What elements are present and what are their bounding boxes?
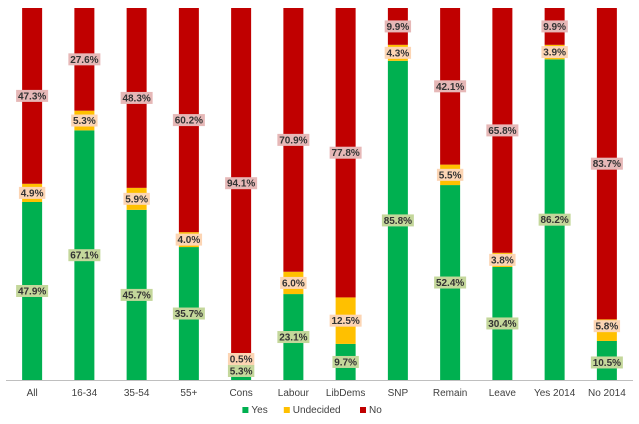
x-tick-label-5: Labour [278,388,310,399]
bars-layer [22,8,617,380]
data-label-undecided-8: 5.5% [439,170,462,181]
data-label-undecided-6: 12.5% [331,316,359,327]
data-label-no-2: 48.3% [122,93,150,104]
data-label-bg-undecided-5 [280,276,307,289]
x-tick-label-6: LibDems [326,388,365,399]
data-label-yes-3: 35.7% [175,309,203,320]
data-label-bg-yes-6 [332,355,359,368]
data-label-bg-undecided-7 [384,46,412,59]
data-label-undecided-0: 4.9% [21,188,44,199]
data-label-bg-no-5 [277,133,310,146]
data-label-no-3: 60.2% [175,116,203,127]
x-tick-label-10: Yes 2014 [534,388,576,399]
data-label-yes-10: 86.2% [540,215,568,226]
data-label-no-1: 27.6% [70,55,98,66]
data-label-bg-no-9 [486,124,519,137]
data-label-bg-yes-4 [227,365,255,377]
data-label-undecided-5: 6.0% [282,278,305,289]
x-tick-label-11: No 2014 [588,388,626,399]
legend-label-no: No [369,405,382,416]
data-label-bg-yes-5 [277,331,310,344]
legend-swatch-no [360,407,366,413]
data-label-bg-no-11 [590,157,623,170]
data-label-yes-8: 52.4% [436,278,464,289]
data-label-undecided-3: 4.0% [177,235,200,246]
data-label-undecided-1: 5.3% [73,116,96,127]
x-tick-label-2: 35-54 [124,388,150,399]
data-label-bg-yes-3 [172,307,205,320]
x-tick-label-7: SNP [388,388,409,399]
data-label-bg-yes-11 [590,356,623,369]
data-label-bg-yes-7 [381,214,414,227]
data-label-bg-undecided-11 [593,320,621,333]
data-label-no-0: 47.3% [18,91,46,102]
data-label-bg-undecided-8 [436,168,464,181]
data-label-bg-yes-9 [486,317,519,330]
data-label-yes-0: 47.9% [18,286,46,297]
data-label-undecided-11: 5.8% [595,322,618,333]
data-label-yes-6: 9.7% [334,357,357,368]
data-label-yes-11: 10.5% [593,358,621,369]
data-label-bg-undecided-2 [123,192,150,205]
x-tick-label-9: Leave [489,388,517,399]
x-axis-ticks: All 16-34 35-54 55+ Cons Labour LibDems SNP Rema… [27,388,627,399]
data-label-no-6: 77.8% [331,148,359,159]
x-tick-label-0: All [27,388,38,399]
data-label-yes-5: 23.1% [279,333,307,344]
data-label-bg-undecided-3 [175,233,203,246]
x-tick-label-4: Cons [229,388,252,399]
data-label-bg-yes-8 [434,276,467,289]
data-label-bg-no-3 [172,114,205,127]
data-label-bg-yes-2 [120,288,153,301]
data-label-no-8: 42.1% [436,82,464,93]
data-label-bg-no-7 [384,20,412,33]
data-label-bg-undecided-4 [227,353,255,365]
data-label-undecided-2: 5.9% [125,194,148,205]
data-label-no-7: 9.9% [386,22,409,33]
data-label-bg-undecided-1 [71,114,98,127]
legend: Yes Undecided No [242,405,382,416]
legend-label-undecided: Undecided [293,405,341,416]
data-label-yes-7: 85.8% [384,216,412,227]
x-tick-label-3: 55+ [180,388,197,399]
data-label-bg-undecided-10 [541,46,568,59]
data-label-bg-undecided-9 [489,253,516,266]
legend-swatch-undecided [283,407,290,413]
data-label-bg-no-4 [225,177,258,190]
data-label-no-11: 83.7% [593,159,621,170]
data-label-yes-9: 30.4% [488,319,516,330]
legend-swatch-yes [242,407,249,413]
data-label-bg-no-2 [120,91,153,104]
data-label-bg-no-8 [434,80,467,93]
data-label-yes-4: 5.3% [230,367,253,378]
data-label-bg-yes-10 [538,213,571,226]
data-label-no-9: 65.8% [488,126,516,137]
data-label-bg-yes-0 [16,284,49,297]
data-label-no-4: 94.1% [227,179,255,190]
data-label-undecided-9: 3.8% [491,255,514,266]
data-label-bg-no-10 [541,20,568,33]
data-label-yes-1: 67.1% [70,251,98,262]
data-label-undecided-4: 0.5% [230,355,253,366]
data-label-no-10: 9.9% [543,22,566,33]
data-label-bg-no-6 [329,146,362,159]
data-label-bg-no-0 [16,89,49,102]
data-label-bg-undecided-0 [18,186,46,199]
data-label-no-5: 70.9% [279,135,307,146]
data-label-undecided-10: 3.9% [543,48,566,59]
legend-label-yes: Yes [251,405,267,416]
data-label-bg-undecided-6 [329,314,362,327]
data-label-bg-yes-1 [68,249,101,262]
x-tick-label-8: Remain [433,388,467,399]
data-labels-layer: 47.9% 4.9% 47.3% 67.1% 5.3% 27.6% 45.7% 5.9% 48.… [16,20,623,378]
data-label-bg-no-1 [68,53,101,66]
x-tick-label-1: 16-34 [72,388,98,399]
data-label-undecided-7: 4.3% [386,48,409,59]
data-label-yes-2: 45.7% [122,290,150,301]
